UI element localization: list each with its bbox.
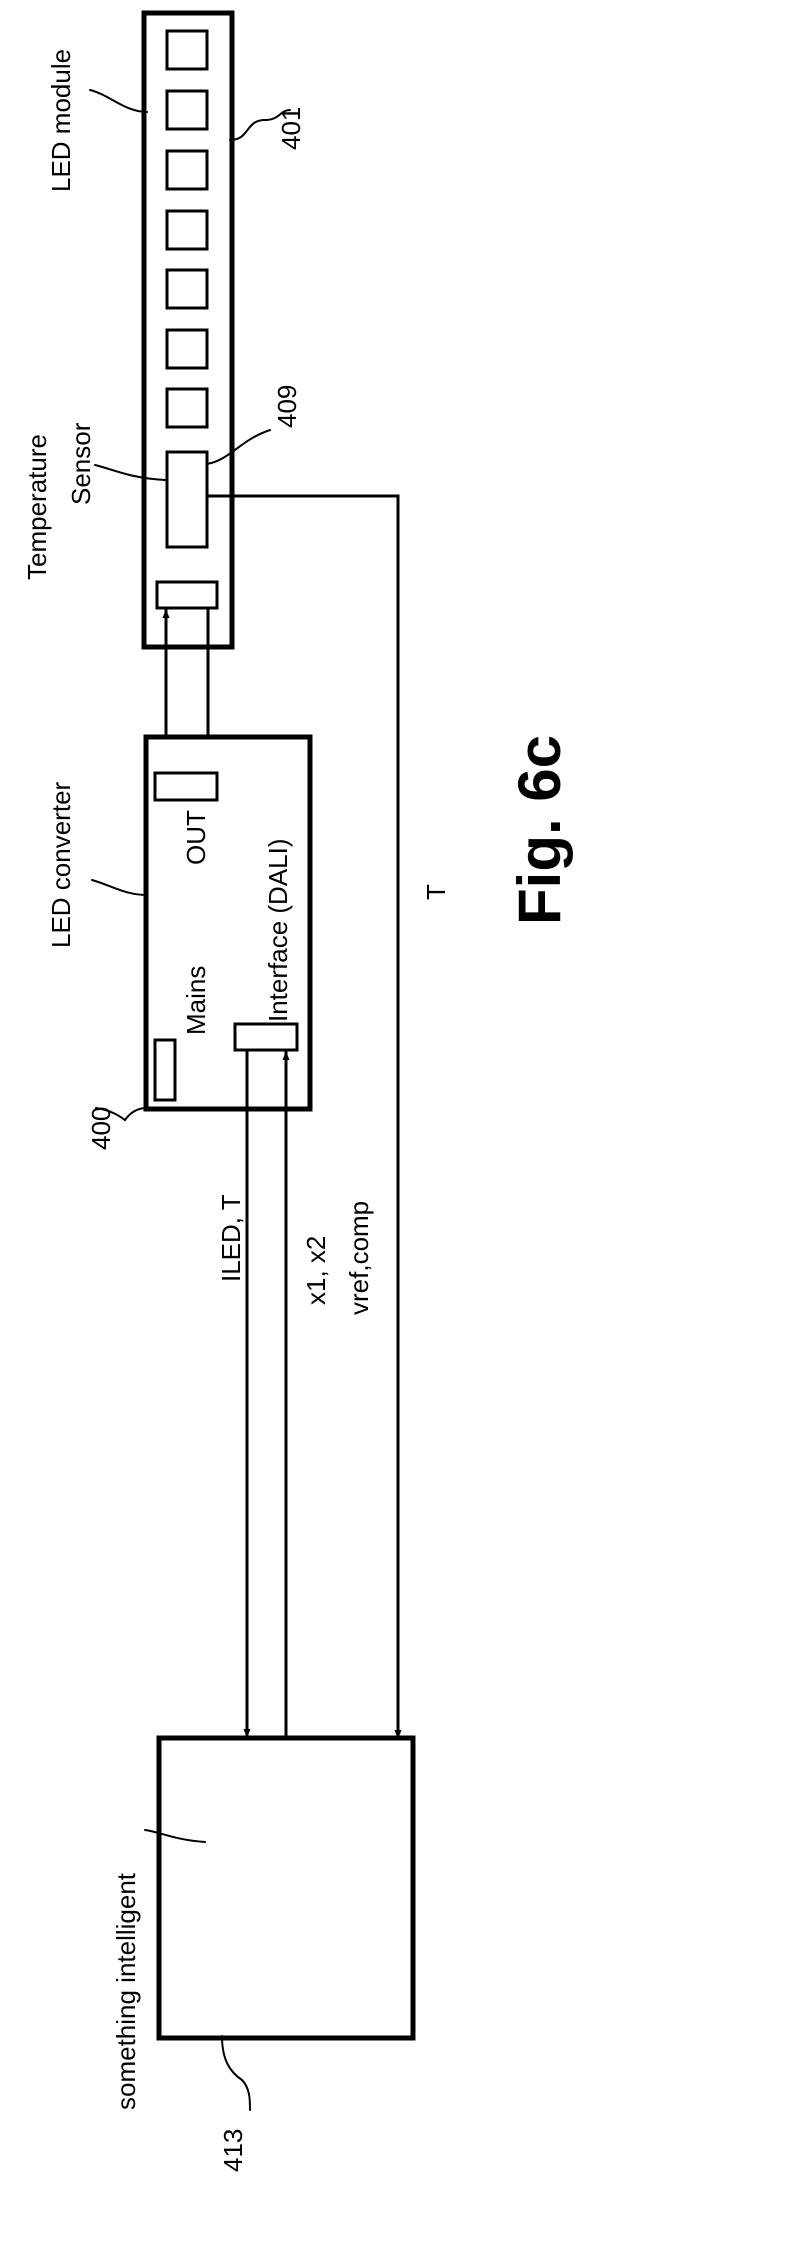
led-module-connector (157, 582, 217, 608)
temperature-sensor-box (167, 452, 207, 547)
vref-comp-label: vref,comp (344, 1201, 374, 1315)
temperature-label-line1: Temperature (22, 434, 52, 580)
led-1 (167, 31, 207, 69)
interface-terminal (235, 1024, 297, 1050)
t-signal-label: T (421, 884, 451, 900)
out-label: OUT (181, 810, 211, 865)
led-3 (167, 151, 207, 189)
ref-413: 413 (218, 2129, 248, 2172)
out-terminal (155, 773, 217, 800)
led-module-label: LED module (46, 49, 76, 192)
x1-x2-label: x1, x2 (301, 1236, 331, 1305)
mains-terminal (155, 1040, 175, 1100)
temperature-label-line2: Sensor (66, 422, 96, 505)
something-intelligent-label: something intelligent (111, 1872, 141, 2110)
led-5 (167, 270, 207, 308)
led-7 (167, 389, 207, 427)
led-4 (167, 211, 207, 249)
ref-413-leader (222, 2036, 250, 2110)
something-intelligent-box (159, 1738, 413, 2038)
ref-409: 409 (272, 385, 302, 428)
led-6 (167, 330, 207, 368)
iled-t-label: ILED, T (216, 1194, 246, 1282)
led-module-leader (90, 90, 147, 112)
temperature-signal-line (207, 496, 398, 1738)
led-converter-leader (92, 880, 147, 895)
figure-caption: Fig. 6c (506, 735, 573, 925)
led-array (167, 31, 207, 427)
led-2 (167, 91, 207, 129)
ref-401: 401 (276, 107, 306, 150)
interface-label: Interface (DALI) (263, 838, 293, 1022)
mains-label: Mains (181, 966, 211, 1035)
ref-400: 400 (86, 1107, 116, 1150)
led-converter-label: LED converter (46, 781, 76, 948)
